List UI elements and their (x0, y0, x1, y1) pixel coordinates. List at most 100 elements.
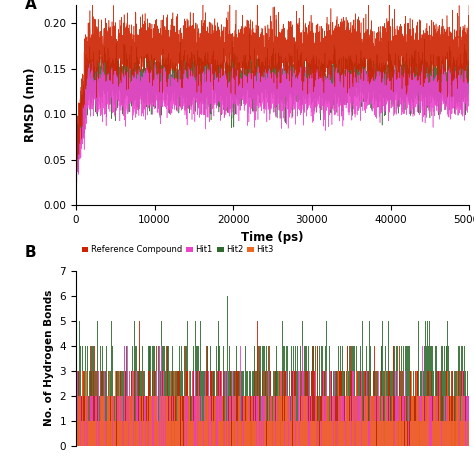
Bar (124, 346, 125, 446)
Bar (348, 420, 349, 446)
Bar (305, 396, 306, 446)
Bar (287, 396, 288, 446)
Bar (389, 371, 390, 446)
Bar (309, 420, 310, 446)
Bar (159, 346, 160, 446)
Bar (313, 420, 314, 446)
Bar (176, 420, 177, 446)
Bar (373, 396, 374, 446)
Bar (264, 346, 265, 446)
Bar (451, 371, 452, 446)
Bar (277, 396, 278, 446)
Bar (142, 346, 143, 446)
Bar (315, 420, 316, 446)
Bar (464, 396, 465, 446)
Bar (207, 396, 208, 446)
Bar (344, 371, 345, 446)
Bar (106, 396, 107, 446)
Bar (440, 420, 441, 446)
Bar (216, 396, 217, 446)
Bar (217, 396, 218, 446)
Bar (274, 396, 275, 446)
Bar (298, 371, 299, 446)
Bar (225, 396, 226, 446)
Bar (243, 396, 244, 446)
Bar (426, 420, 427, 446)
Bar (180, 396, 181, 446)
Bar (402, 396, 403, 446)
Bar (335, 371, 336, 446)
Bar (299, 371, 300, 446)
Bar (335, 396, 336, 446)
Bar (197, 346, 198, 446)
Bar (333, 396, 334, 446)
Bar (221, 420, 222, 446)
Bar (104, 371, 105, 446)
Bar (414, 420, 415, 446)
Bar (464, 346, 465, 446)
Bar (191, 396, 192, 446)
Bar (190, 371, 191, 446)
Bar (415, 396, 416, 446)
Bar (171, 396, 172, 446)
Bar (332, 396, 333, 446)
Bar (281, 371, 282, 446)
Bar (364, 396, 365, 446)
Bar (389, 420, 390, 446)
Bar (419, 396, 420, 446)
Bar (89, 420, 90, 446)
Bar (254, 396, 255, 446)
Bar (148, 346, 149, 446)
Bar (384, 420, 385, 446)
Bar (359, 371, 360, 446)
Bar (311, 420, 312, 446)
Bar (297, 420, 298, 446)
Bar (439, 371, 440, 446)
Bar (445, 371, 446, 446)
Bar (82, 371, 83, 446)
Bar (403, 420, 404, 446)
Bar (394, 420, 395, 446)
Bar (97, 420, 98, 446)
Bar (206, 371, 207, 446)
Bar (453, 396, 454, 446)
Bar (193, 420, 194, 446)
Bar (371, 420, 372, 446)
Bar (136, 346, 137, 446)
Bar (133, 371, 134, 446)
Bar (361, 396, 362, 446)
Bar (304, 396, 305, 446)
Bar (142, 371, 143, 446)
Bar (150, 396, 151, 446)
Bar (205, 371, 206, 446)
Bar (240, 371, 241, 446)
Bar (364, 396, 365, 446)
Bar (124, 346, 125, 446)
Bar (218, 371, 219, 446)
Bar (460, 420, 461, 446)
Bar (135, 396, 136, 446)
Bar (241, 371, 242, 446)
Bar (289, 396, 290, 446)
Bar (154, 346, 155, 446)
Bar (221, 371, 222, 446)
Bar (279, 420, 280, 446)
Bar (286, 396, 287, 446)
Bar (129, 371, 130, 446)
Bar (416, 371, 417, 446)
Bar (296, 420, 297, 446)
Bar (377, 371, 378, 446)
Bar (436, 396, 437, 446)
Bar (121, 396, 122, 446)
Bar (301, 396, 302, 446)
Bar (103, 396, 104, 446)
Bar (135, 396, 136, 446)
Bar (258, 396, 259, 446)
Bar (431, 396, 432, 446)
Bar (259, 346, 260, 446)
Bar (252, 371, 253, 446)
Bar (385, 396, 386, 446)
Bar (382, 321, 383, 446)
Bar (433, 371, 434, 446)
Bar (113, 396, 114, 446)
